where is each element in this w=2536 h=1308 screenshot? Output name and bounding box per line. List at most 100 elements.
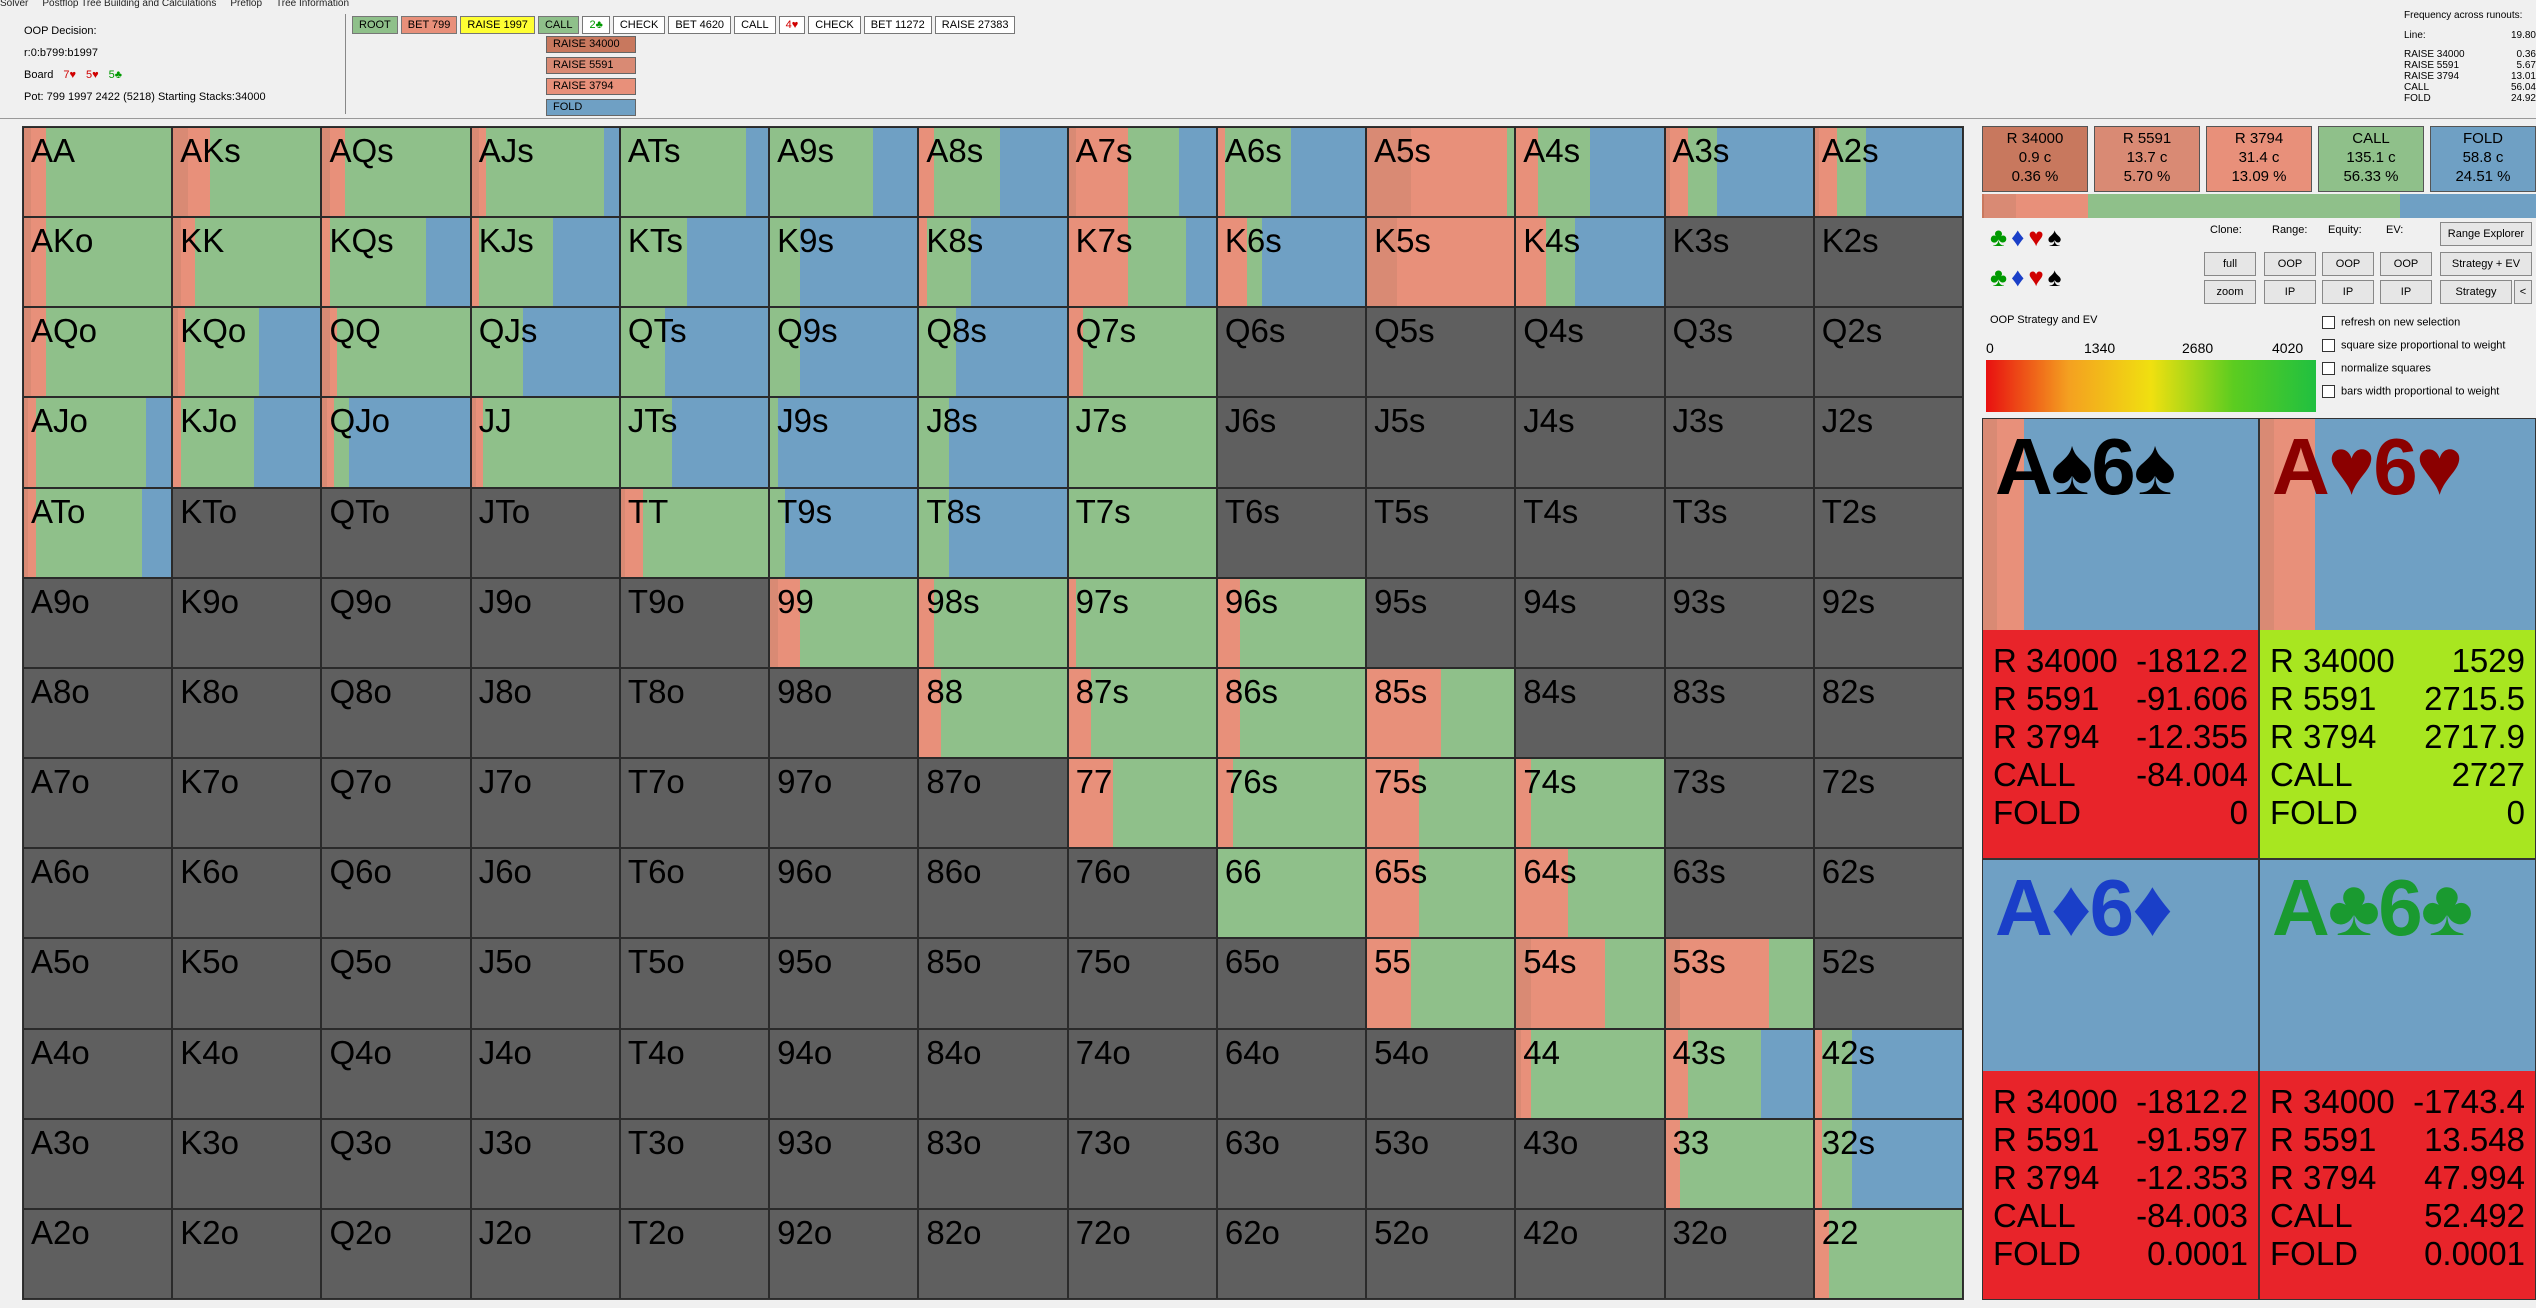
hand-cell[interactable]: 63s [1664,848,1814,939]
hand-cell[interactable]: 95s [1366,577,1516,668]
hand-cell[interactable]: T3s [1664,487,1814,578]
hand-cell[interactable]: 82o [918,1208,1068,1299]
hand-cell[interactable]: QTo [321,487,471,578]
action-node[interactable]: BET 4620 [668,16,732,34]
hand-cell[interactable]: KTs [619,217,770,308]
hand-cell[interactable]: A4s [1515,127,1665,218]
hand-cell[interactable]: 86s [1216,667,1367,759]
hand-cell[interactable]: KJs [470,217,620,308]
hand-cell[interactable]: K6o [172,848,322,939]
hand-cell[interactable]: A8s [918,127,1068,218]
hand-cell[interactable]: J5o [470,938,620,1029]
hand-cell[interactable]: 55 [1366,938,1516,1029]
hand-cell[interactable]: KK [172,217,322,308]
action-node[interactable]: ROOT [352,16,398,34]
hand-cell[interactable]: T4o [619,1028,770,1119]
hand-cell[interactable]: 64o [1216,1028,1367,1119]
hand-cell[interactable]: AKs [172,127,322,218]
combo-panel[interactable]: A♥6♥ R 34000 1529 R 5591 2715.5 R 3794 2717.9 C… [2259,418,2536,859]
hand-cell[interactable]: ATs [619,127,770,218]
hand-cell[interactable]: 22 [1813,1208,1963,1299]
hand-cell[interactable]: 75o [1067,938,1217,1029]
hand-cell[interactable]: J4o [470,1028,620,1119]
action-node[interactable]: RAISE 27383 [934,16,1016,34]
hand-cell[interactable]: Q8o [321,667,471,759]
hand-cell[interactable]: 62o [1216,1208,1367,1299]
hand-cell[interactable]: Q4s [1515,307,1665,398]
hand-cell[interactable]: K9s [769,217,919,308]
hand-cell[interactable]: Q4o [321,1028,471,1119]
hand-cell[interactable]: 84s [1515,667,1665,759]
hand-cell[interactable]: Q2s [1813,307,1963,398]
hand-cell[interactable]: 94o [769,1028,919,1119]
hand-cell[interactable]: AJo [23,397,173,488]
hand-cell[interactable]: J4s [1515,397,1665,488]
hand-cell[interactable]: Q9s [769,307,919,398]
action-node[interactable]: BET 799 [400,16,458,34]
hand-cell[interactable]: 87o [918,758,1068,849]
combo-panel[interactable]: A♣6♣ R 34000 -1743.4 R 5591 13.548 R 3794 47.9… [2259,859,2536,1300]
hand-cell[interactable]: ATo [23,487,173,578]
action-node[interactable]: 2♣ [582,16,610,34]
bar-width-checkbox[interactable]: bars width proportional to weight [2322,385,2499,398]
hand-cell[interactable]: 32o [1664,1208,1814,1299]
action-node[interactable]: RAISE 1997 [460,16,535,34]
hand-cell[interactable]: Q5o [321,938,471,1029]
hand-cell[interactable]: T2o [619,1208,770,1299]
hand-cell[interactable]: 42o [1515,1208,1665,1299]
action-option[interactable]: RAISE 3794 [546,78,636,95]
hand-cell[interactable]: J2s [1813,397,1963,488]
hand-cell[interactable]: K5s [1366,217,1516,308]
hand-cell[interactable]: Q6s [1216,307,1367,398]
hand-cell[interactable]: A3o [23,1118,173,1209]
hand-cell[interactable]: T3o [619,1118,770,1209]
combo-panel[interactable]: A♦6♦ R 34000 -1812.2 R 5591 -91.597 R 3794 -12… [1982,859,2259,1300]
hand-cell[interactable]: QJs [470,307,620,398]
hand-cell[interactable]: 95o [769,938,919,1029]
square-size-checkbox[interactable]: square size proportional to weight [2322,339,2505,352]
hand-cell[interactable]: 98o [769,667,919,759]
hand-cell[interactable]: K9o [172,577,322,668]
ev-ip-button[interactable]: IP [2380,280,2432,304]
hand-cell[interactable]: 74s [1515,758,1665,849]
hand-cell[interactable]: 75s [1366,758,1516,849]
hand-cell[interactable]: A9s [769,127,919,218]
hand-cell[interactable]: 54s [1515,938,1665,1029]
normalize-checkbox[interactable]: normalize squares [2322,362,2431,375]
zoom-button[interactable]: zoom [2204,280,2256,304]
hand-cell[interactable]: 74o [1067,1028,1217,1119]
hand-cell[interactable]: 87s [1067,667,1217,759]
hand-cell[interactable]: K2o [172,1208,322,1299]
hand-cell[interactable]: AA [23,127,173,218]
hand-cell[interactable]: Q6o [321,848,471,939]
hand-cell[interactable]: J2o [470,1208,620,1299]
hand-cell[interactable]: 93s [1664,577,1814,668]
hand-cell[interactable]: Q3o [321,1118,471,1209]
action-node[interactable]: CHECK [612,16,666,34]
hand-cell[interactable]: 32s [1813,1118,1963,1209]
hand-cell[interactable]: T6o [619,848,770,939]
hand-cell[interactable]: 73s [1664,758,1814,849]
hand-cell[interactable]: 76s [1216,758,1367,849]
menu-item[interactable]: Solver [0,0,29,8]
hand-cell[interactable]: AQo [23,307,173,398]
hand-cell[interactable]: Q2o [321,1208,471,1299]
hand-cell[interactable]: J7o [470,758,620,849]
hand-cell[interactable]: K6s [1216,217,1367,308]
hand-cell[interactable]: 83o [918,1118,1068,1209]
hand-cell[interactable]: 43o [1515,1118,1665,1209]
hand-cell[interactable]: 97o [769,758,919,849]
hand-cell[interactable]: A3s [1664,127,1814,218]
hand-cell[interactable]: A4o [23,1028,173,1119]
hand-cell[interactable]: T8o [619,667,770,759]
hand-cell[interactable]: 83s [1664,667,1814,759]
hand-cell[interactable]: K5o [172,938,322,1029]
hand-cell[interactable]: KQo [172,307,322,398]
hand-cell[interactable]: KJo [172,397,322,488]
hand-cell[interactable]: T4s [1515,487,1665,578]
action-node[interactable]: 4♥ [778,16,806,34]
action-option[interactable]: RAISE 34000 [546,36,636,53]
hand-cell[interactable]: 85o [918,938,1068,1029]
hand-cell[interactable]: K7s [1067,217,1217,308]
hand-cell[interactable]: 42s [1813,1028,1963,1119]
